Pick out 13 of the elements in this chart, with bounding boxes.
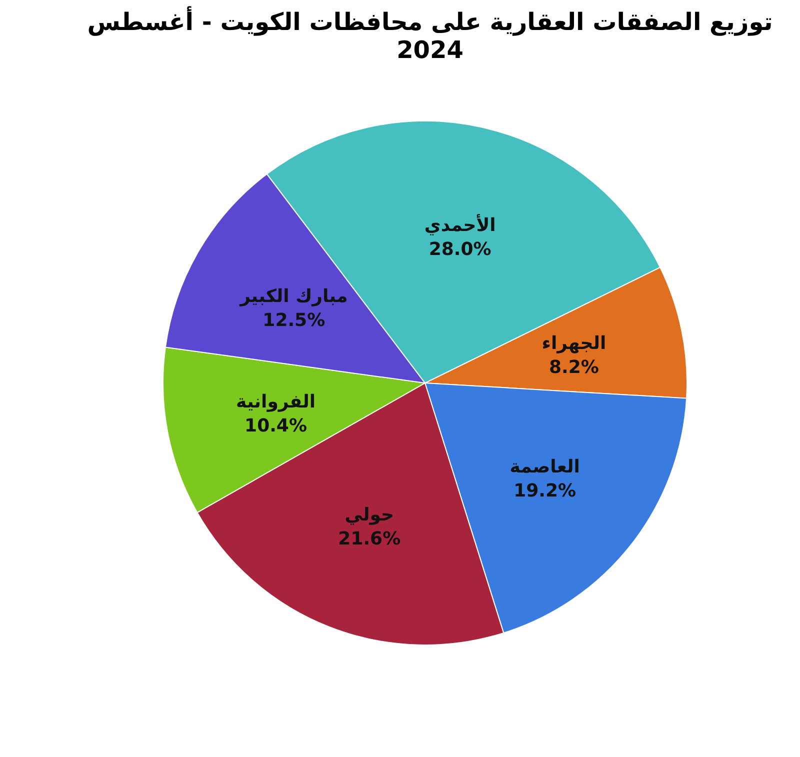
data-label: 19.2% bbox=[514, 480, 576, 502]
slice-label: الأحمدي bbox=[424, 214, 496, 236]
data-label: 10.4% bbox=[244, 416, 307, 437]
data-label: 8.2% bbox=[548, 356, 599, 378]
chart-title: توزيع الصفقات العقارية على محافظات الكويت - أغسطس 2024 bbox=[86, 8, 774, 64]
data-label: 21.6% bbox=[338, 528, 401, 550]
data-label: 28.0% bbox=[428, 239, 492, 260]
slice-label: العاصمة bbox=[510, 456, 580, 478]
data-label: 12.5% bbox=[262, 310, 326, 332]
slice-label: الفروانية bbox=[236, 392, 316, 413]
slice-label: الجهراء bbox=[542, 332, 606, 354]
slice-label: حولي bbox=[344, 504, 394, 526]
slice-label: مبارك الكبير bbox=[239, 286, 348, 308]
